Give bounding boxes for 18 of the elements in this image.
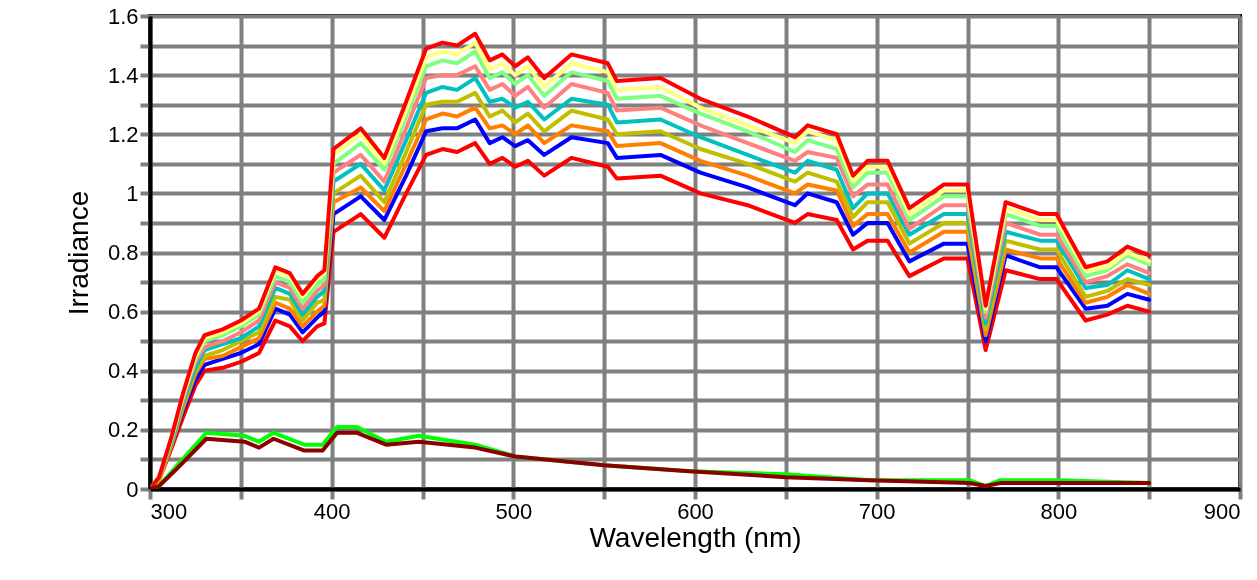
y-tick-label: 0 — [126, 476, 139, 502]
y-tick-label: 1.4 — [107, 62, 139, 88]
y-tick-label: 1.6 — [107, 3, 139, 29]
y-axis-title: Irradiance — [62, 190, 94, 316]
x-tick-label: 400 — [313, 498, 351, 524]
x-tick-label: 600 — [677, 498, 714, 524]
x-tick-label: 900 — [1203, 498, 1241, 524]
x-tick-label: 700 — [858, 498, 896, 524]
y-tick-label: 0.2 — [107, 417, 139, 443]
y-tick-label: 0.8 — [107, 240, 139, 265]
x-tick-label: 800 — [1040, 498, 1078, 524]
x-axis-title: Wavelength (nm) — [589, 521, 802, 553]
y-tick-label: 0.4 — [107, 358, 139, 384]
y-tick-label: 0.6 — [107, 299, 139, 325]
x-tick-label: 300 — [150, 498, 188, 524]
x-tick-label: 500 — [495, 498, 533, 524]
y-tick-label: 1.2 — [107, 121, 139, 147]
y-tick-label: 1 — [126, 180, 139, 206]
